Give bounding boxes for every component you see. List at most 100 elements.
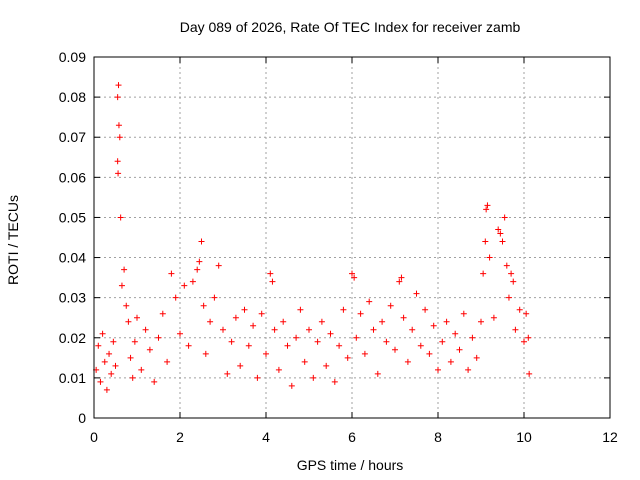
data-point <box>505 294 512 301</box>
data-point <box>95 342 102 349</box>
data-point <box>181 282 188 289</box>
data-point <box>374 370 381 377</box>
data-point <box>115 82 122 89</box>
data-point <box>323 362 330 369</box>
data-point <box>121 266 128 273</box>
data-point <box>134 314 140 321</box>
data-point <box>349 270 355 277</box>
data-point <box>125 318 132 325</box>
x-tick-label: 12 <box>602 429 618 445</box>
data-point <box>452 330 459 337</box>
data-point <box>118 282 125 289</box>
x-tick-label: 0 <box>90 429 98 445</box>
data-point <box>486 254 493 261</box>
data-point <box>237 362 244 369</box>
data-point <box>275 366 282 373</box>
data-point <box>512 326 519 333</box>
data-point <box>310 374 317 381</box>
data-point <box>258 310 265 317</box>
data-point <box>269 278 276 285</box>
data-point <box>293 334 300 341</box>
y-tick-label: 0.02 <box>59 330 86 346</box>
data-point <box>159 310 166 317</box>
data-point <box>151 378 158 385</box>
data-point <box>97 378 104 385</box>
data-point <box>435 366 441 373</box>
data-point <box>361 350 368 357</box>
data-point <box>318 318 325 325</box>
data-point <box>398 274 405 281</box>
data-point <box>484 202 491 209</box>
y-tick-label: 0.05 <box>59 209 86 225</box>
data-point <box>422 306 429 313</box>
data-point <box>142 326 149 333</box>
data-point <box>263 350 269 357</box>
data-point <box>254 374 261 381</box>
data-point <box>99 330 106 337</box>
data-point <box>172 294 179 301</box>
data-point <box>495 226 502 233</box>
data-point <box>508 270 515 277</box>
data-point <box>409 326 416 333</box>
y-tick-label: 0.07 <box>59 129 86 145</box>
y-tick-label: 0 <box>78 410 86 426</box>
chart-title: Day 089 of 2026, Rate Of TEC Index for r… <box>180 19 521 35</box>
data-point <box>465 366 472 373</box>
y-tick-label: 0.03 <box>59 290 86 306</box>
data-points <box>93 82 533 393</box>
y-tick-label: 0.01 <box>59 370 86 386</box>
x-tick-label: 8 <box>434 429 442 445</box>
data-point <box>196 258 203 265</box>
data-point <box>525 334 532 341</box>
data-point <box>220 326 226 333</box>
data-point <box>112 362 119 369</box>
data-point <box>271 326 278 333</box>
data-point <box>404 358 411 365</box>
data-point <box>106 350 113 357</box>
y-tick-label: 0.09 <box>59 49 86 65</box>
data-point <box>336 342 343 349</box>
data-point <box>232 314 239 321</box>
data-point <box>114 94 121 101</box>
data-point <box>439 338 446 345</box>
x-tick-label: 2 <box>176 429 184 445</box>
data-point <box>344 354 351 361</box>
y-tick-label: 0.08 <box>59 89 86 105</box>
data-point <box>521 338 527 345</box>
data-point <box>103 386 110 393</box>
data-point <box>185 342 192 349</box>
data-point <box>138 366 145 373</box>
data-point <box>523 310 530 317</box>
data-point <box>228 338 235 345</box>
y-axis-ticks: 0 0.01 0.02 0.03 0.04 0.05 0.06 0.07 0.08 0.09 <box>59 49 610 426</box>
data-point <box>396 278 403 285</box>
x-tick-label: 6 <box>348 429 356 445</box>
data-point <box>327 330 334 337</box>
grid-lines <box>94 57 610 418</box>
data-point <box>115 170 122 177</box>
data-point <box>306 326 312 333</box>
data-point <box>387 302 394 309</box>
data-point <box>510 278 517 285</box>
data-point <box>131 338 138 345</box>
data-point <box>164 358 171 365</box>
data-point <box>357 310 364 317</box>
data-point <box>198 238 205 245</box>
data-point <box>499 238 506 245</box>
data-point <box>301 358 308 365</box>
data-point <box>490 314 497 321</box>
data-point <box>443 318 450 325</box>
data-point <box>400 314 407 321</box>
data-point <box>127 354 134 361</box>
data-point <box>456 346 463 353</box>
data-point <box>469 334 476 341</box>
data-point <box>497 230 504 237</box>
data-point <box>202 350 209 357</box>
data-point <box>215 262 222 269</box>
data-point <box>379 318 386 325</box>
data-point <box>297 306 304 313</box>
data-point <box>288 382 295 389</box>
data-point <box>473 354 480 361</box>
data-point <box>129 374 136 381</box>
